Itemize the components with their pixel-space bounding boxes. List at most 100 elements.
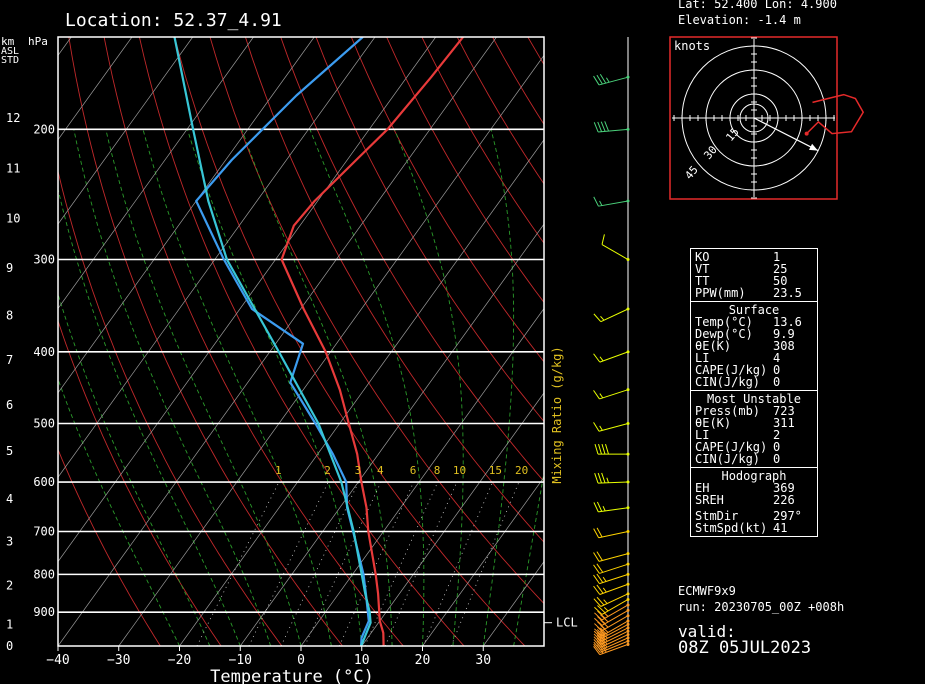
index-row: CIN(J/kg) 0: [695, 452, 781, 466]
mixing-ratio-line: [450, 481, 520, 646]
moist-adiabat-line: [309, 129, 425, 646]
temperature-tick-label: −30: [107, 653, 130, 668]
pressure-tick-label: 500: [33, 416, 55, 430]
model-run: run: 20230705_00Z +008h: [678, 600, 845, 614]
wind-barb: [601, 234, 630, 262]
temperature-tick-label: −20: [168, 653, 191, 668]
moist-adiabat-line: [482, 129, 515, 646]
index-row: SREH 226: [695, 493, 795, 507]
index-row: EH 369: [695, 481, 795, 495]
isotherm-line: [58, 37, 133, 141]
wind-barb: [593, 73, 630, 86]
mixing-ratio-tick-label: 4: [377, 464, 384, 477]
wind-barb: [593, 501, 630, 513]
index-row: Temp(°C) 13.6: [695, 315, 802, 329]
dry-adiabat-line: [386, 37, 544, 304]
wind-barb: [593, 572, 630, 585]
index-row: CIN(J/kg) 0: [695, 375, 781, 389]
moist-adiabat-line: [58, 292, 211, 646]
dry-adiabat-line: [209, 37, 544, 605]
valid-label: valid:: [678, 622, 736, 641]
mixing-ratio-tick-label: 3: [355, 464, 362, 477]
wind-barb: [593, 121, 630, 133]
wind-barb: [593, 350, 630, 363]
pressure-tick-label: 400: [33, 345, 55, 359]
wind-barb: [593, 421, 630, 432]
mixing-ratio-tick-label: 20: [515, 464, 528, 477]
temperature-curve: [280, 37, 464, 646]
pressure-tick-label: 200: [33, 122, 55, 136]
mixing-ratio-tick-label: 10: [453, 464, 466, 477]
hodograph-header: Hodograph: [721, 469, 787, 483]
height-tick-label: 1: [6, 617, 13, 631]
mixing-ratio-tick-label: 8: [434, 464, 441, 477]
wind-barb: [594, 472, 630, 484]
moist-adiabat-line: [58, 377, 180, 646]
mixing-ratio-tick-label: 6: [410, 464, 417, 477]
temperature-tick-label: 20: [415, 653, 431, 668]
dry-adiabat-line: [174, 37, 526, 646]
moist-adiabat-line: [105, 129, 302, 646]
height-tick-label: 10: [6, 211, 20, 225]
hodograph-indices: Hodograph EH 369 SREH 226 StmDir 297° StmSp…: [691, 467, 817, 536]
index-row: CAPE(J/kg) 0: [695, 363, 781, 377]
storm-motion-arrowhead: [809, 143, 818, 151]
dry-adiabat-line: [58, 319, 222, 646]
hodograph-ring-label: 30: [701, 143, 719, 162]
height-tick-label: 3: [6, 534, 13, 548]
dry-adiabat-line: [315, 37, 544, 423]
isotherm-line: [179, 139, 544, 646]
dry-adiabat-line: [421, 37, 544, 244]
model-name: ECMWF9x9: [678, 584, 736, 598]
elevation: Elevation: -1.4 m: [678, 13, 801, 27]
asl-axis-label: ASL: [1, 46, 19, 57]
height-tick-label: 2: [6, 578, 13, 592]
general-indices: KO 1 VT 25 TT 50 PPW(mm) 23.5: [691, 249, 817, 301]
pressure-tick-label: 900: [33, 605, 55, 619]
mixing-ratio-line: [422, 481, 494, 646]
height-tick-label: 11: [6, 162, 20, 176]
isotherm-line: [58, 37, 194, 225]
index-row: Dewp(°C) 9.9: [695, 327, 795, 341]
mixing-ratio-axis-label: Mixing Ratio (g/kg): [550, 346, 564, 483]
moist-adiabat-line: [186, 129, 363, 646]
isotherm-line: [239, 223, 544, 646]
wind-barb: [593, 551, 630, 562]
index-row: TT 50: [695, 274, 788, 288]
index-row: CAPE(J/kg) 0: [695, 440, 781, 454]
hodograph-ring-label: 45: [682, 163, 700, 182]
wind-barb: [593, 592, 630, 607]
height-tick-label: 12: [6, 111, 20, 125]
moist-adiabat-line: [58, 187, 241, 646]
wind-barb: [594, 603, 630, 621]
wind-barb: [594, 443, 630, 456]
wind-barb: [594, 608, 630, 626]
hodograph-units-label: knots: [674, 39, 710, 53]
index-row: Press(mb) 723: [695, 404, 795, 418]
hodograph-frame: [669, 36, 838, 200]
wind-barb: [593, 622, 630, 639]
wind-barb: [593, 562, 630, 574]
isotherm-line: [118, 54, 544, 646]
valid-time: 08Z 05JUL2023: [678, 638, 812, 658]
height-tick-label: 9: [6, 261, 13, 275]
index-row: VT 25: [695, 262, 788, 276]
index-row: θE(K) 308: [695, 339, 795, 353]
hpa-axis-label: hPa: [28, 35, 48, 48]
isotherm-line: [58, 37, 437, 563]
parcel-curve: [173, 37, 372, 646]
isotherm-line: [0, 37, 10, 646]
surface-header: Surface: [728, 303, 780, 317]
pressure-tick-label: 600: [33, 475, 55, 489]
index-row: θE(K) 311: [695, 416, 795, 430]
hodograph-start-point: [804, 131, 809, 136]
isotherm-line: [300, 307, 544, 646]
index-row: PPW(mm) 23.5: [695, 286, 802, 300]
dry-adiabat-line: [280, 37, 544, 483]
temperature-tick-label: 30: [475, 653, 491, 668]
isotherm-line: [58, 37, 254, 310]
km-axis-label: km: [1, 35, 15, 48]
mixing-ratio-line: [339, 481, 415, 646]
moist-adiabat-line: [241, 129, 393, 646]
